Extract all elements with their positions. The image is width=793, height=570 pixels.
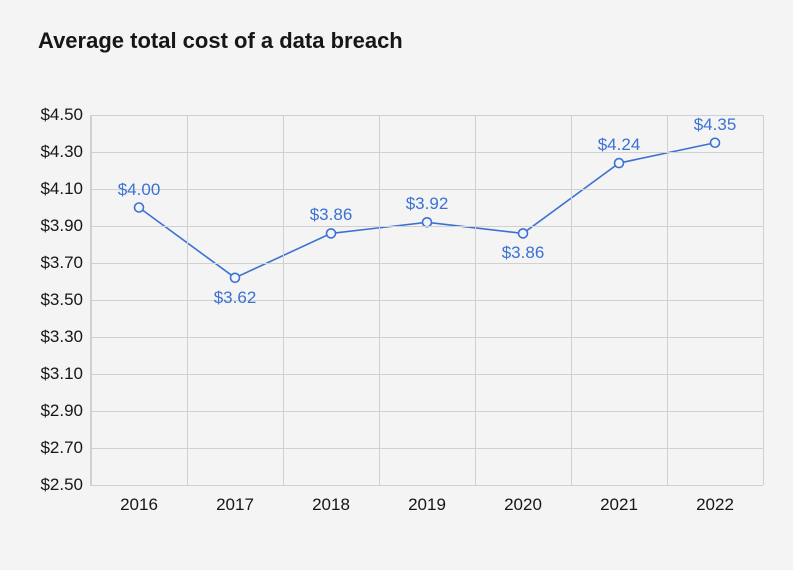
- gridline-vertical: [91, 115, 92, 485]
- x-axis-tick: 2019: [408, 495, 446, 515]
- y-axis-tick: $3.30: [40, 327, 83, 347]
- gridline-vertical: [763, 115, 764, 485]
- y-axis-tick: $3.70: [40, 253, 83, 273]
- data-point-marker: [135, 203, 144, 212]
- data-point-marker: [519, 229, 528, 238]
- data-point-marker: [327, 229, 336, 238]
- y-axis-tick: $3.90: [40, 216, 83, 236]
- x-axis-tick: 2018: [312, 495, 350, 515]
- gridline-vertical: [283, 115, 284, 485]
- gridline-vertical: [475, 115, 476, 485]
- gridline-horizontal: [91, 411, 763, 412]
- y-axis-tick: $4.10: [40, 179, 83, 199]
- data-point-label: $3.86: [310, 205, 353, 225]
- gridline-horizontal: [91, 226, 763, 227]
- gridline-vertical: [379, 115, 380, 485]
- x-axis-tick: 2017: [216, 495, 254, 515]
- gridline-horizontal: [91, 374, 763, 375]
- gridline-horizontal: [91, 485, 763, 486]
- y-axis-tick: $4.30: [40, 142, 83, 162]
- gridline-horizontal: [91, 300, 763, 301]
- gridline-vertical: [571, 115, 572, 485]
- x-axis-tick: 2022: [696, 495, 734, 515]
- y-axis-tick: $2.70: [40, 438, 83, 458]
- y-axis-tick: $2.90: [40, 401, 83, 421]
- data-point-label: $4.00: [118, 180, 161, 200]
- gridline-vertical: [667, 115, 668, 485]
- y-axis-tick: $4.50: [40, 105, 83, 125]
- gridline-horizontal: [91, 189, 763, 190]
- data-point-marker: [615, 159, 624, 168]
- data-point-label: $3.86: [502, 243, 545, 263]
- gridline-horizontal: [91, 115, 763, 116]
- data-point-marker: [231, 273, 240, 282]
- x-axis-tick: 2016: [120, 495, 158, 515]
- x-axis-tick: 2021: [600, 495, 638, 515]
- y-axis-tick: $3.50: [40, 290, 83, 310]
- gridline-vertical: [187, 115, 188, 485]
- data-point-label: $4.35: [694, 115, 737, 135]
- chart-title: Average total cost of a data breach: [38, 28, 403, 54]
- y-axis-tick: $3.10: [40, 364, 83, 384]
- gridline-horizontal: [91, 263, 763, 264]
- gridline-horizontal: [91, 448, 763, 449]
- gridline-horizontal: [91, 337, 763, 338]
- gridline-horizontal: [91, 152, 763, 153]
- data-point-label: $4.24: [598, 135, 641, 155]
- data-point-label: $3.62: [214, 288, 257, 308]
- x-axis-tick: 2020: [504, 495, 542, 515]
- data-point-label: $3.92: [406, 194, 449, 214]
- y-axis-tick: $2.50: [40, 475, 83, 495]
- data-point-marker: [711, 138, 720, 147]
- chart-container: Average total cost of a data breach $2.5…: [0, 0, 793, 570]
- plot-area: $2.50$2.70$2.90$3.10$3.30$3.50$3.70$3.90…: [90, 115, 763, 486]
